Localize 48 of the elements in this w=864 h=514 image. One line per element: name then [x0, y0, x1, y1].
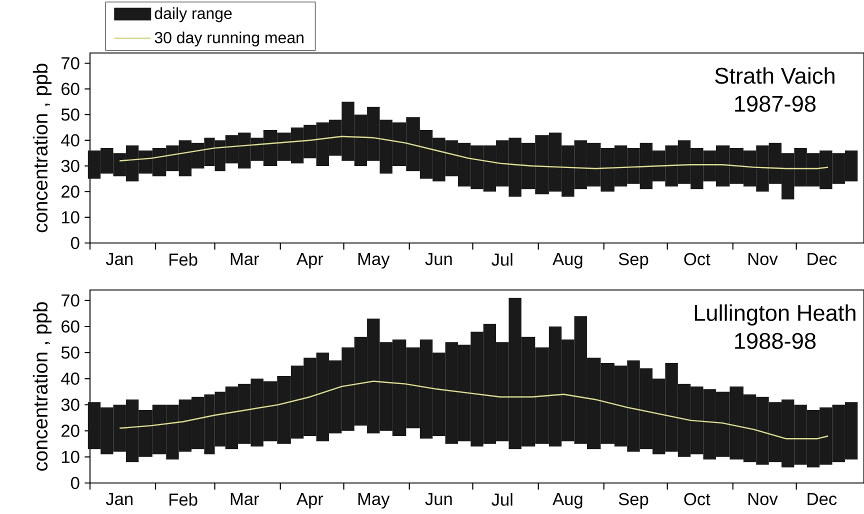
y-tick-label: 30 — [61, 160, 80, 172]
y-axis-title: concentration , ppb — [32, 302, 52, 471]
y-tick-label: 0 — [70, 476, 80, 490]
y-tick-label: 50 — [61, 346, 80, 359]
x-tick-label: Mar — [230, 253, 260, 266]
text: Lullington Heath — [694, 304, 856, 326]
x-tick-label: Jul — [492, 493, 512, 506]
x-tick-label: Oct — [684, 493, 710, 506]
x-tick-label: Oct — [684, 253, 710, 266]
y-axis-title: concentration , ppb — [32, 64, 52, 232]
y-tick-label: 0 — [70, 236, 80, 250]
y-tick-label: 10 — [62, 211, 80, 224]
y-tick-label: 60 — [62, 320, 80, 333]
legend-label: daily range — [154, 7, 232, 22]
y-tick-label: 70 — [62, 57, 80, 70]
legend-label: 30 day running mean — [154, 32, 304, 46]
x-tick-label: May — [358, 253, 390, 269]
y-tick-label: 30 — [61, 398, 80, 411]
x-tick-label: Jul — [492, 253, 512, 266]
text: 1987-98 — [735, 96, 816, 112]
chart-title: Strath Vaich — [715, 67, 834, 84]
x-tick-label: Nov — [748, 253, 778, 266]
y-tick-label: 20 — [62, 186, 80, 198]
x-tick-label: May — [358, 493, 390, 509]
x-tick-label: Feb — [170, 253, 198, 266]
x-tick-label: Nov — [748, 493, 778, 506]
x-tick-label: Aug — [552, 253, 582, 269]
y-tick-label: 10 — [62, 450, 80, 464]
y-tick-label: 60 — [62, 82, 80, 96]
x-tick-label: Jun — [425, 253, 452, 266]
y-tick-label: 70 — [62, 294, 80, 307]
x-tick-label: Apr — [296, 253, 324, 269]
y-tick-label: 50 — [61, 108, 80, 121]
x-tick-label: Aug — [552, 493, 582, 509]
y-tick-label: 20 — [62, 424, 80, 437]
x-tick-label: Jun — [425, 493, 452, 506]
x-tick-label: Mar — [230, 493, 260, 506]
y-tick-label: 40 — [61, 372, 80, 385]
x-tick-label: Sep — [618, 253, 648, 269]
x-tick-label: Sep — [618, 493, 648, 509]
text: 1988-98 — [735, 332, 816, 350]
x-tick-label: Dec — [808, 253, 837, 266]
x-tick-label: Dec — [808, 493, 837, 506]
x-tick-label: Jan — [106, 493, 132, 506]
x-tick-label: Jan — [106, 253, 132, 266]
y-tick-label: 40 — [61, 134, 80, 146]
x-tick-label: Apr — [296, 493, 324, 509]
x-tick-label: Feb — [170, 493, 198, 506]
